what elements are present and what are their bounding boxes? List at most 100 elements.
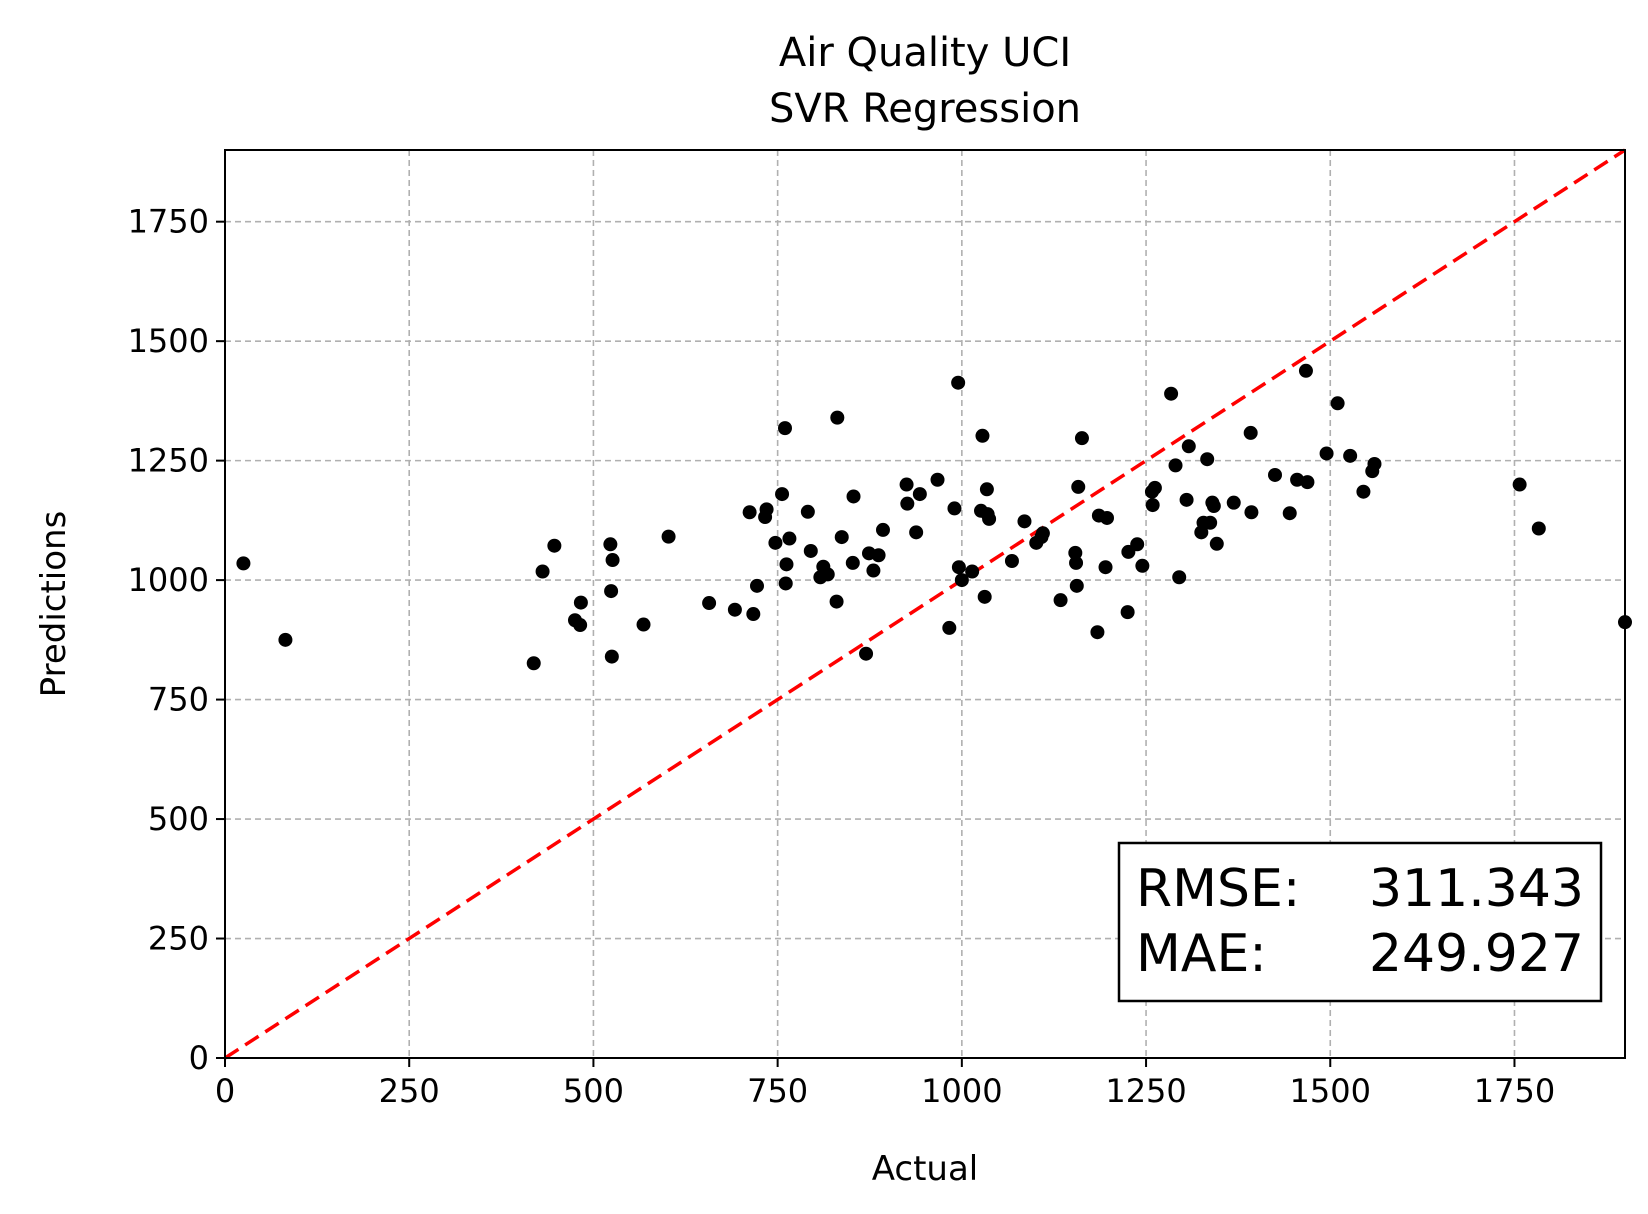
data-point (1053, 593, 1068, 608)
data-point (859, 646, 874, 661)
x-axis-label: Actual (872, 1149, 979, 1189)
data-point (982, 511, 997, 526)
mae-label: MAE: (1136, 924, 1267, 984)
data-point (1298, 363, 1313, 378)
data-point (1181, 439, 1196, 454)
data-point (727, 602, 742, 617)
data-point (1090, 625, 1105, 640)
x-tick-label: 1000 (921, 1072, 1002, 1110)
data-point (778, 421, 792, 436)
data-point (1120, 605, 1135, 620)
data-point (1206, 499, 1221, 514)
data-point (803, 543, 818, 558)
data-point (954, 573, 969, 588)
data-point (1145, 498, 1160, 513)
x-tick-label: 1500 (1290, 1072, 1371, 1110)
data-point (742, 505, 757, 520)
data-point (636, 617, 651, 632)
data-point (1069, 578, 1084, 593)
data-point (604, 649, 619, 664)
data-point (1300, 475, 1315, 490)
data-point (1356, 484, 1371, 499)
data-point (1367, 456, 1382, 471)
data-point (930, 472, 945, 487)
data-point (1330, 396, 1345, 411)
data-point (604, 584, 619, 599)
rmse-label: RMSE: (1136, 859, 1300, 919)
data-point (1200, 452, 1215, 467)
data-point (1074, 431, 1089, 446)
y-axis-ticks: 0 250 500 750 1000 1250 1500 1750 (128, 203, 225, 1077)
data-point (820, 567, 835, 582)
data-point (800, 504, 815, 519)
data-point (535, 564, 550, 579)
y-tick-label: 1750 (128, 203, 209, 241)
y-tick-label: 250 (148, 920, 209, 958)
data-point (1172, 570, 1187, 585)
data-points (236, 363, 1632, 671)
y-tick-label: 1000 (128, 561, 209, 599)
data-point (573, 618, 588, 633)
data-point (1226, 495, 1241, 510)
data-point (845, 555, 860, 570)
data-point (912, 487, 927, 502)
data-point (750, 578, 764, 593)
data-point (1017, 514, 1032, 529)
x-tick-label: 750 (747, 1072, 808, 1110)
data-point (1071, 479, 1086, 494)
data-point (1068, 545, 1083, 560)
data-point (278, 632, 293, 647)
data-point (830, 410, 845, 425)
x-tick-label: 1250 (1105, 1072, 1186, 1110)
data-point (779, 557, 794, 572)
data-point (603, 537, 618, 552)
data-point (1343, 448, 1358, 463)
data-point (1069, 555, 1084, 570)
data-point (1282, 506, 1297, 521)
data-point (661, 529, 676, 544)
data-point (1203, 515, 1218, 530)
y-tick-label: 750 (148, 681, 209, 719)
data-point (975, 428, 990, 443)
grid (225, 150, 1625, 1058)
data-point (1209, 536, 1224, 551)
data-point (1130, 537, 1145, 552)
x-tick-label: 0 (215, 1072, 235, 1110)
data-point (951, 560, 966, 575)
identity-reference-line (224, 148, 1626, 1060)
data-point (1512, 477, 1527, 492)
data-point (1244, 505, 1259, 520)
x-axis-ticks: 0 250 500 750 1000 1250 1500 1750 (215, 1058, 1555, 1110)
data-point (1004, 553, 1019, 568)
data-point (547, 538, 562, 553)
data-point (829, 594, 844, 609)
data-point (778, 576, 793, 591)
data-point (977, 589, 992, 604)
data-point (909, 525, 924, 540)
data-point (1243, 425, 1258, 440)
data-point (526, 656, 541, 671)
data-point (900, 496, 915, 511)
metrics-box-frame (1117, 841, 1603, 1003)
data-point (775, 487, 790, 502)
data-point (782, 531, 797, 546)
y-axis-label: Predictions (34, 511, 74, 698)
data-point (1319, 446, 1334, 461)
data-point (1035, 526, 1050, 541)
chart-subtitle: SVR Regression (769, 86, 1081, 132)
mae-value: 249.927 (1369, 924, 1584, 984)
data-point (876, 522, 890, 537)
metrics-box: RMSE: 311.343 MAE: 249.927 (1117, 841, 1603, 1003)
data-point (866, 563, 881, 578)
data-point (573, 595, 588, 610)
data-point (947, 501, 962, 516)
data-point (951, 375, 966, 390)
data-point (702, 596, 717, 611)
data-point (1531, 521, 1546, 536)
y-tick-label: 0 (189, 1039, 209, 1077)
chart-title: Air Quality UCI (779, 30, 1071, 76)
data-point (871, 548, 886, 563)
data-point (899, 477, 914, 492)
data-point (1164, 386, 1179, 401)
